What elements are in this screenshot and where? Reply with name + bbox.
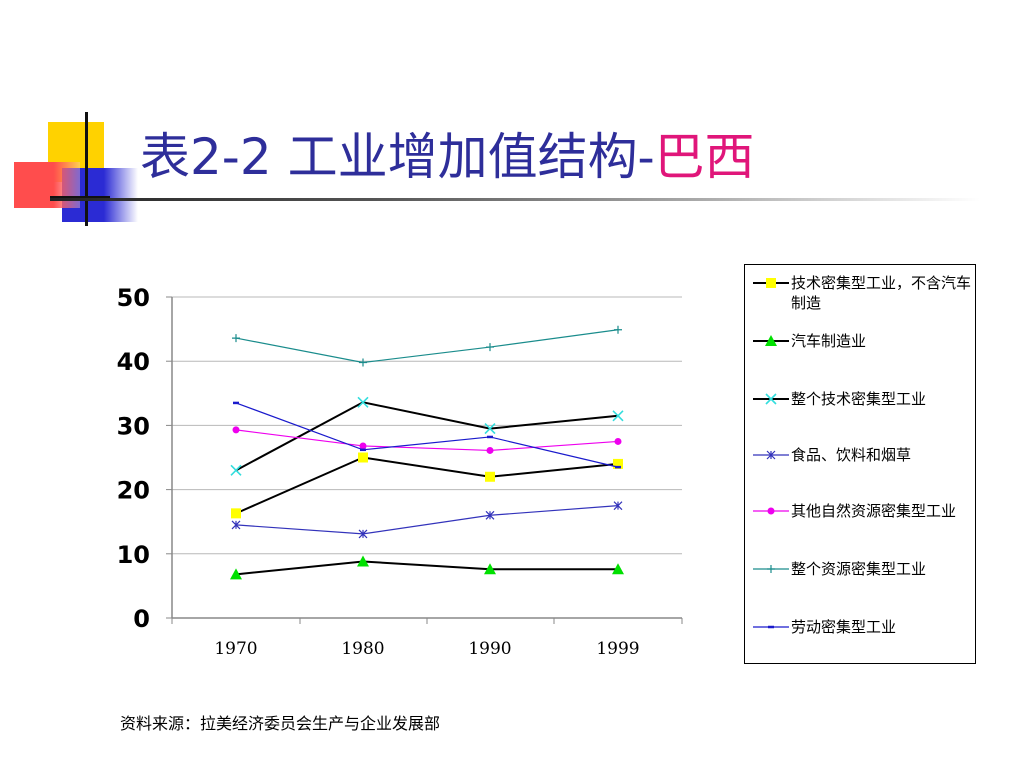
legend-label: 其他自然资源密集型工业 (791, 502, 957, 520)
data-point (614, 437, 622, 445)
data-point (612, 410, 624, 422)
legend-item: 其他自然资源密集型工业 (753, 501, 973, 521)
chart-legend: 技术密集型工业，不含汽车制造汽车制造业整个技术密集型工业 食品、饮料和烟草其他自然… (744, 264, 976, 664)
legend-swatch (753, 625, 789, 629)
legend-label: 技术密集型工业，不含汽车制造 (791, 274, 972, 312)
page-title: 表2-2 工业增加值结构-巴西 (140, 122, 754, 192)
legend-marker (766, 450, 776, 460)
legend-marker (765, 393, 777, 405)
title-country: 巴西 (654, 128, 755, 186)
title-number: 2-2 (190, 128, 272, 186)
series-1 (230, 555, 624, 580)
legend-swatch (753, 278, 789, 288)
legend-marker (766, 278, 776, 288)
legend-item: 汽车制造业 (753, 331, 973, 351)
y-tick-label: 50 (117, 284, 150, 312)
legend-swatch (753, 335, 789, 346)
title-rule (50, 198, 980, 201)
x-tick-label: 1970 (214, 639, 257, 659)
legend-marker (765, 335, 777, 346)
legend-swatch (753, 507, 789, 515)
legend-item: 技术密集型工业，不含汽车制造 (753, 273, 973, 313)
data-point (359, 442, 367, 450)
y-tick-label: 30 (117, 412, 150, 440)
legend-swatch (753, 450, 789, 460)
data-point (486, 446, 494, 454)
data-point (232, 334, 240, 343)
data-point (231, 520, 241, 530)
series-line (235, 402, 619, 468)
series-4 (232, 426, 622, 454)
data-point (359, 358, 367, 367)
title-main: 工业增加值结构- (271, 128, 655, 186)
data-point (614, 325, 622, 334)
data-point (484, 563, 496, 575)
legend-label: 汽车制造业 (791, 332, 867, 350)
legend-item: 整个资源密集型工业 (753, 559, 973, 579)
legend-swatch (753, 393, 789, 405)
legend-label: 劳动密集型工业 (791, 618, 897, 636)
source-note: 资料来源：拉美经济委员会生产与企业发展部 (120, 714, 441, 733)
deco-vertical-line (85, 112, 88, 226)
series-line (235, 560, 618, 576)
series-5 (232, 325, 622, 367)
data-point (230, 568, 242, 580)
y-tick-label: 0 (133, 605, 150, 633)
series-0 (231, 452, 623, 519)
data-point (485, 510, 495, 520)
data-point (486, 343, 494, 352)
deco-horizontal-line (50, 196, 110, 199)
series-line (235, 329, 619, 364)
y-tick-label: 20 (117, 477, 150, 505)
data-point (358, 452, 368, 463)
series-line (235, 456, 619, 515)
series-line (235, 429, 619, 452)
data-point (230, 464, 242, 476)
legend-item: 劳动密集型工业 (753, 617, 973, 637)
data-point (613, 501, 623, 511)
data-point (232, 426, 240, 434)
y-tick-label: 40 (117, 348, 150, 376)
legend-swatch (753, 565, 789, 573)
title-prefix: 表 (140, 128, 190, 186)
legend-marker (767, 565, 775, 573)
legend-label: 整个技术密集型工业 (791, 390, 927, 408)
x-tick-label: 1999 (596, 639, 639, 659)
y-tick-label: 10 (117, 541, 150, 569)
series-2 (230, 396, 624, 476)
data-point (357, 396, 369, 408)
legend-label: 食品、饮料和烟草 (791, 446, 912, 464)
x-tick-label: 1980 (341, 639, 384, 659)
legend-item: 食品、饮料和烟草 (753, 445, 973, 465)
data-point (485, 471, 495, 482)
series-line (235, 401, 619, 472)
x-tick-label: 1990 (468, 639, 511, 659)
data-point (484, 423, 496, 435)
data-point (358, 529, 368, 539)
data-point (613, 458, 623, 469)
legend-item: 整个技术密集型工业 (753, 389, 973, 409)
data-point (231, 508, 241, 519)
legend-marker (767, 507, 775, 515)
data-point (612, 563, 624, 575)
legend-label: 整个资源密集型工业 (791, 560, 927, 578)
series-6 (233, 401, 621, 469)
data-point (357, 555, 369, 567)
series-line (235, 505, 619, 535)
series-3 (231, 501, 623, 539)
